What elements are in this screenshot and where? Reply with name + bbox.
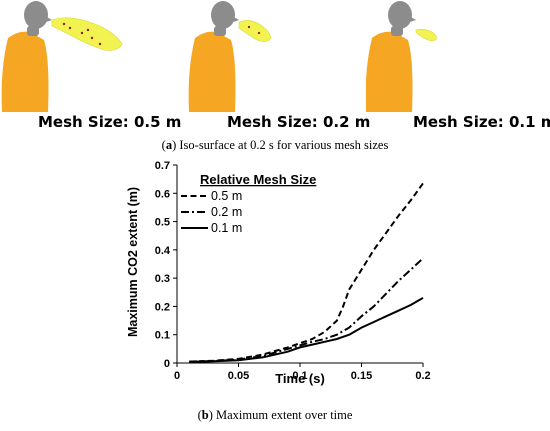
caption-b-letter: b — [201, 408, 209, 422]
caption-b-text: Maximum extent over time — [212, 408, 353, 422]
chart-legend: Relative Mesh Size 0.5 m 0.2 m 0.1 m — [181, 172, 316, 235]
co2-extent-chart: 0 0.1 0.2 0.3 0.4 0.5 0.6 0.7 0 0.05 0.1 0.15 0.2 Re… — [126, 160, 431, 386]
y-tick-label: 0.1 — [155, 330, 170, 342]
legend-entry-2: 0.1 m — [211, 221, 242, 235]
y-axis-label: Maximum CO2 extent (m) — [126, 187, 140, 337]
co2-plume — [51, 17, 123, 51]
y-tick-label: 0 — [164, 358, 170, 370]
y-tick-label: 0.7 — [155, 160, 170, 172]
mannequin-illustration — [366, 1, 416, 112]
x-tick-label: 0.05 — [228, 370, 249, 382]
caption-a-letter: a — [165, 138, 173, 152]
caption-a-text: Iso-surface at 0.2 s for various mesh si… — [176, 138, 389, 152]
x-axis-label: Time (s) — [275, 371, 325, 386]
mannequin-illustration — [188, 1, 239, 112]
legend-entry-1: 0.2 m — [211, 205, 242, 219]
x-tick-label: 0 — [174, 370, 180, 382]
chart-ticks: 0 0.1 0.2 0.3 0.4 0.5 0.6 0.7 0 0.05 0.1 0.15 0.2 — [155, 160, 431, 382]
y-tick-label: 0.4 — [155, 245, 171, 257]
co2-plume — [415, 29, 437, 41]
mesh-size-label-0-2: Mesh Size: 0.2 m — [227, 113, 371, 131]
x-tick-label: 0.1 — [292, 370, 307, 382]
y-tick-label: 0.2 — [155, 301, 170, 313]
series-line-0 — [189, 182, 424, 363]
mesh-size-label-0-5: Mesh Size: 0.5 m — [38, 113, 182, 131]
series-line-1 — [189, 257, 424, 363]
series-line-2 — [189, 297, 424, 363]
co2-plume — [238, 20, 272, 42]
mesh-size-label-0-1: Mesh Size: 0.1 m — [413, 113, 550, 131]
caption-b: (b) Maximum extent over time — [197, 408, 353, 422]
legend-title: Relative Mesh Size — [200, 172, 316, 187]
panel-mesh-0-5 — [1, 1, 123, 112]
x-tick-label: 0.15 — [351, 370, 372, 382]
x-tick-label: 0.2 — [415, 370, 430, 382]
y-tick-label: 0.6 — [155, 188, 170, 200]
legend-entry-0: 0.5 m — [211, 189, 242, 203]
panel-mesh-0-1 — [366, 1, 437, 112]
y-tick-label: 0.3 — [155, 273, 170, 285]
mannequin-illustration — [1, 1, 52, 112]
caption-a: (a) Iso-surface at 0.2 s for various mes… — [161, 138, 389, 152]
panel-mesh-0-2 — [188, 1, 272, 112]
y-tick-label: 0.5 — [155, 217, 170, 229]
chart-series — [189, 182, 424, 363]
